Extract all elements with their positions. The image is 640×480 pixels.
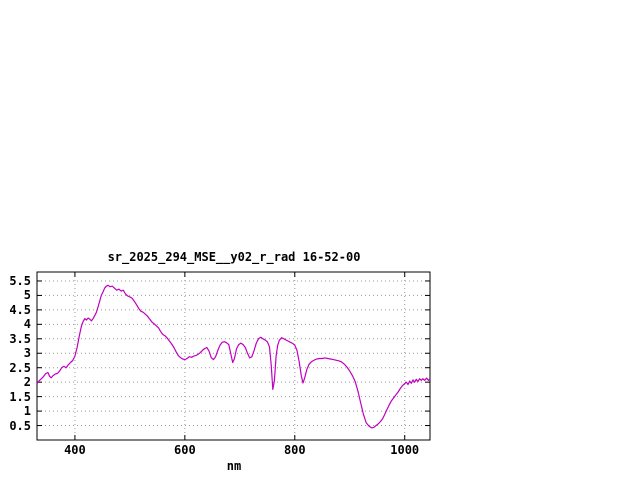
y-tick-label: 1.5 (9, 389, 31, 404)
x-tick-label: 1000 (390, 443, 420, 457)
y-tick-label: 2 (23, 375, 31, 390)
x-tick-label: 800 (283, 443, 306, 457)
x-axis-tick-labels: 400 600 800 1000 (0, 444, 640, 458)
x-axis-label: nm (226, 459, 242, 473)
y-tick-label: 2.5 (9, 360, 31, 375)
x-tick-label: 600 (174, 443, 196, 457)
chart-title: sr_2025_294_MSE__y02_r_rad 16-52-00 (107, 250, 361, 264)
plot-border (36, 271, 431, 441)
y-tick-label: 0.5 (9, 418, 31, 433)
y-tick-label: 3 (23, 346, 31, 361)
y-tick-label: 3.5 (9, 331, 31, 346)
y-tick-label: 4 (23, 317, 31, 332)
y-tick-label: 5 (23, 288, 31, 303)
y-axis-tick-labels: 0.5 1 1.5 2 2.5 3 3.5 4 4.5 5 5.5 (0, 0, 31, 480)
x-tick-label: 400 (64, 443, 86, 457)
y-tick-label: 1 (23, 404, 31, 419)
y-tick-label: 4.5 (9, 302, 31, 317)
spectrum-line (36, 284, 431, 429)
y-tick-label: 5.5 (9, 273, 31, 288)
